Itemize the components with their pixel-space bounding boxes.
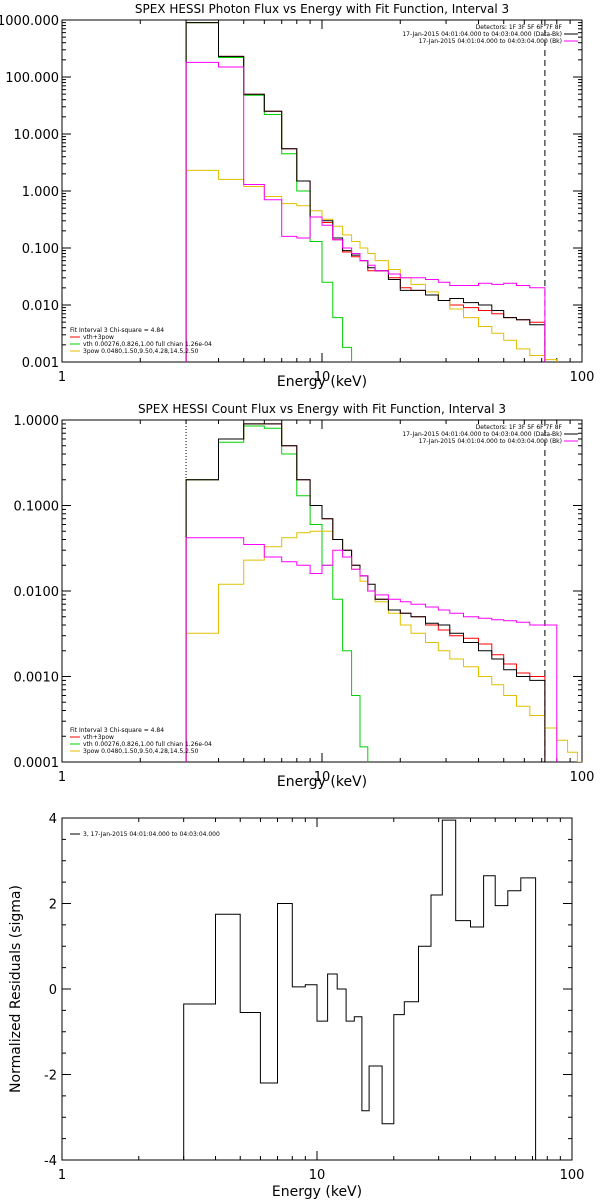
x-axis-label: Energy (keV) <box>277 374 367 390</box>
x-tick-label: 10 <box>309 1168 326 1183</box>
series-line-1 <box>185 423 546 762</box>
y-tick-label: 0.0001 <box>14 756 60 771</box>
y-tick-label: 1.0000 <box>14 414 60 429</box>
y-axis-label: Normalized Residuals (sigma) <box>8 885 24 1093</box>
y-tick-label: 4 <box>49 812 57 827</box>
legend-header: Fit Interval 3 Chi-square = 4.84 <box>70 727 164 734</box>
chart-panel-3: Energy (keV) Normalized Residuals (sigma)… <box>8 812 584 1200</box>
x-axis-label: Energy (keV) <box>272 1184 362 1200</box>
x-tick-label: 100 <box>570 370 595 385</box>
series-line-5 <box>185 537 558 762</box>
legend-entry: 17-Jan-2015 04:01:04.000 to 04:03:04.000… <box>402 431 562 438</box>
series-line-3 <box>185 530 582 762</box>
y-tick-label: 0.1000 <box>14 500 60 515</box>
series-line-5 <box>185 61 546 362</box>
y-tick-label: 100.000 <box>5 71 59 86</box>
legend-entry: 3, 17-Jan-2015 04:01:04.000 to 04:03:04.… <box>83 831 220 838</box>
legend-entry: vth+3pow <box>83 334 114 341</box>
y-tick-label: -2 <box>44 1069 57 1084</box>
legend-entry: vth+3pow <box>83 734 114 741</box>
legend-detectors: Detectors: 1F 3F 5F 6F 7F 8F <box>476 424 563 431</box>
series-line-2 <box>185 425 369 762</box>
x-axis-label: Energy (keV) <box>277 774 367 790</box>
y-tick-label: 0.100 <box>22 242 59 257</box>
legend-entry: vth 0.00276,0.826,1.00 full chian 1.26e-… <box>83 341 212 348</box>
chart-title: SPEX HESSI Photon Flux vs Energy with Fi… <box>135 2 509 16</box>
legend-entry: vth 0.00276,0.826,1.00 full chian 1.26e-… <box>83 741 212 748</box>
x-tick-label: 1 <box>58 1168 66 1183</box>
x-tick-label: 1 <box>58 370 66 385</box>
plot-frame <box>61 419 583 763</box>
series-line-1 <box>183 819 537 1160</box>
y-tick-label: 0.0100 <box>14 585 60 600</box>
series-line-2 <box>185 22 353 362</box>
x-tick-label: 10 <box>314 370 331 385</box>
series-line-4 <box>185 22 546 362</box>
legend-entry: 17-Jan-2015 04:01:04.000 to 04:03:04.000… <box>419 38 562 45</box>
y-tick-label: 2 <box>49 898 57 913</box>
y-tick-label: 0 <box>49 983 57 998</box>
x-tick-label: 100 <box>560 1168 585 1183</box>
y-tick-label: 1.000 <box>22 185 59 200</box>
legend-entry: 3pow 0.0480,1.50,9.50,4.28,14.5,2.50 <box>83 748 199 755</box>
chart-title: SPEX HESSI Count Flux vs Energy with Fit… <box>138 402 506 416</box>
legend-entry: 17-Jan-2015 04:01:04.000 to 04:03:04.000… <box>419 438 562 445</box>
series-line-3 <box>185 169 558 362</box>
y-tick-label: 0.001 <box>22 356 59 371</box>
x-tick-label: 1 <box>58 770 66 785</box>
y-tick-label: 1000.000 <box>0 14 59 29</box>
legend-entry: 17-Jan-2015 04:01:04.000 to 04:03:04.000… <box>402 31 562 38</box>
chart-panel-1: SPEX HESSI Photon Flux vs Energy with Fi… <box>0 2 595 390</box>
y-tick-label: -4 <box>44 1154 57 1169</box>
legend-header: Fit Interval 3 Chi-square = 4.84 <box>70 327 164 334</box>
y-tick-label: 0.010 <box>22 299 59 314</box>
legend-detectors: Detectors: 1F 3F 5F 6F 7F 8F <box>476 24 563 31</box>
x-tick-label: 100 <box>570 770 595 785</box>
chart-panel-2: SPEX HESSI Count Flux vs Energy with Fit… <box>14 402 595 790</box>
y-tick-label: 10.000 <box>14 128 60 143</box>
series-line-4 <box>185 423 546 762</box>
y-tick-label: 0.0010 <box>14 671 60 686</box>
legend-entry: 3pow 0.0480,1.50,9.50,4.28,14.5,2.50 <box>83 348 199 355</box>
series-line-1 <box>185 22 546 362</box>
x-tick-label: 10 <box>314 770 331 785</box>
